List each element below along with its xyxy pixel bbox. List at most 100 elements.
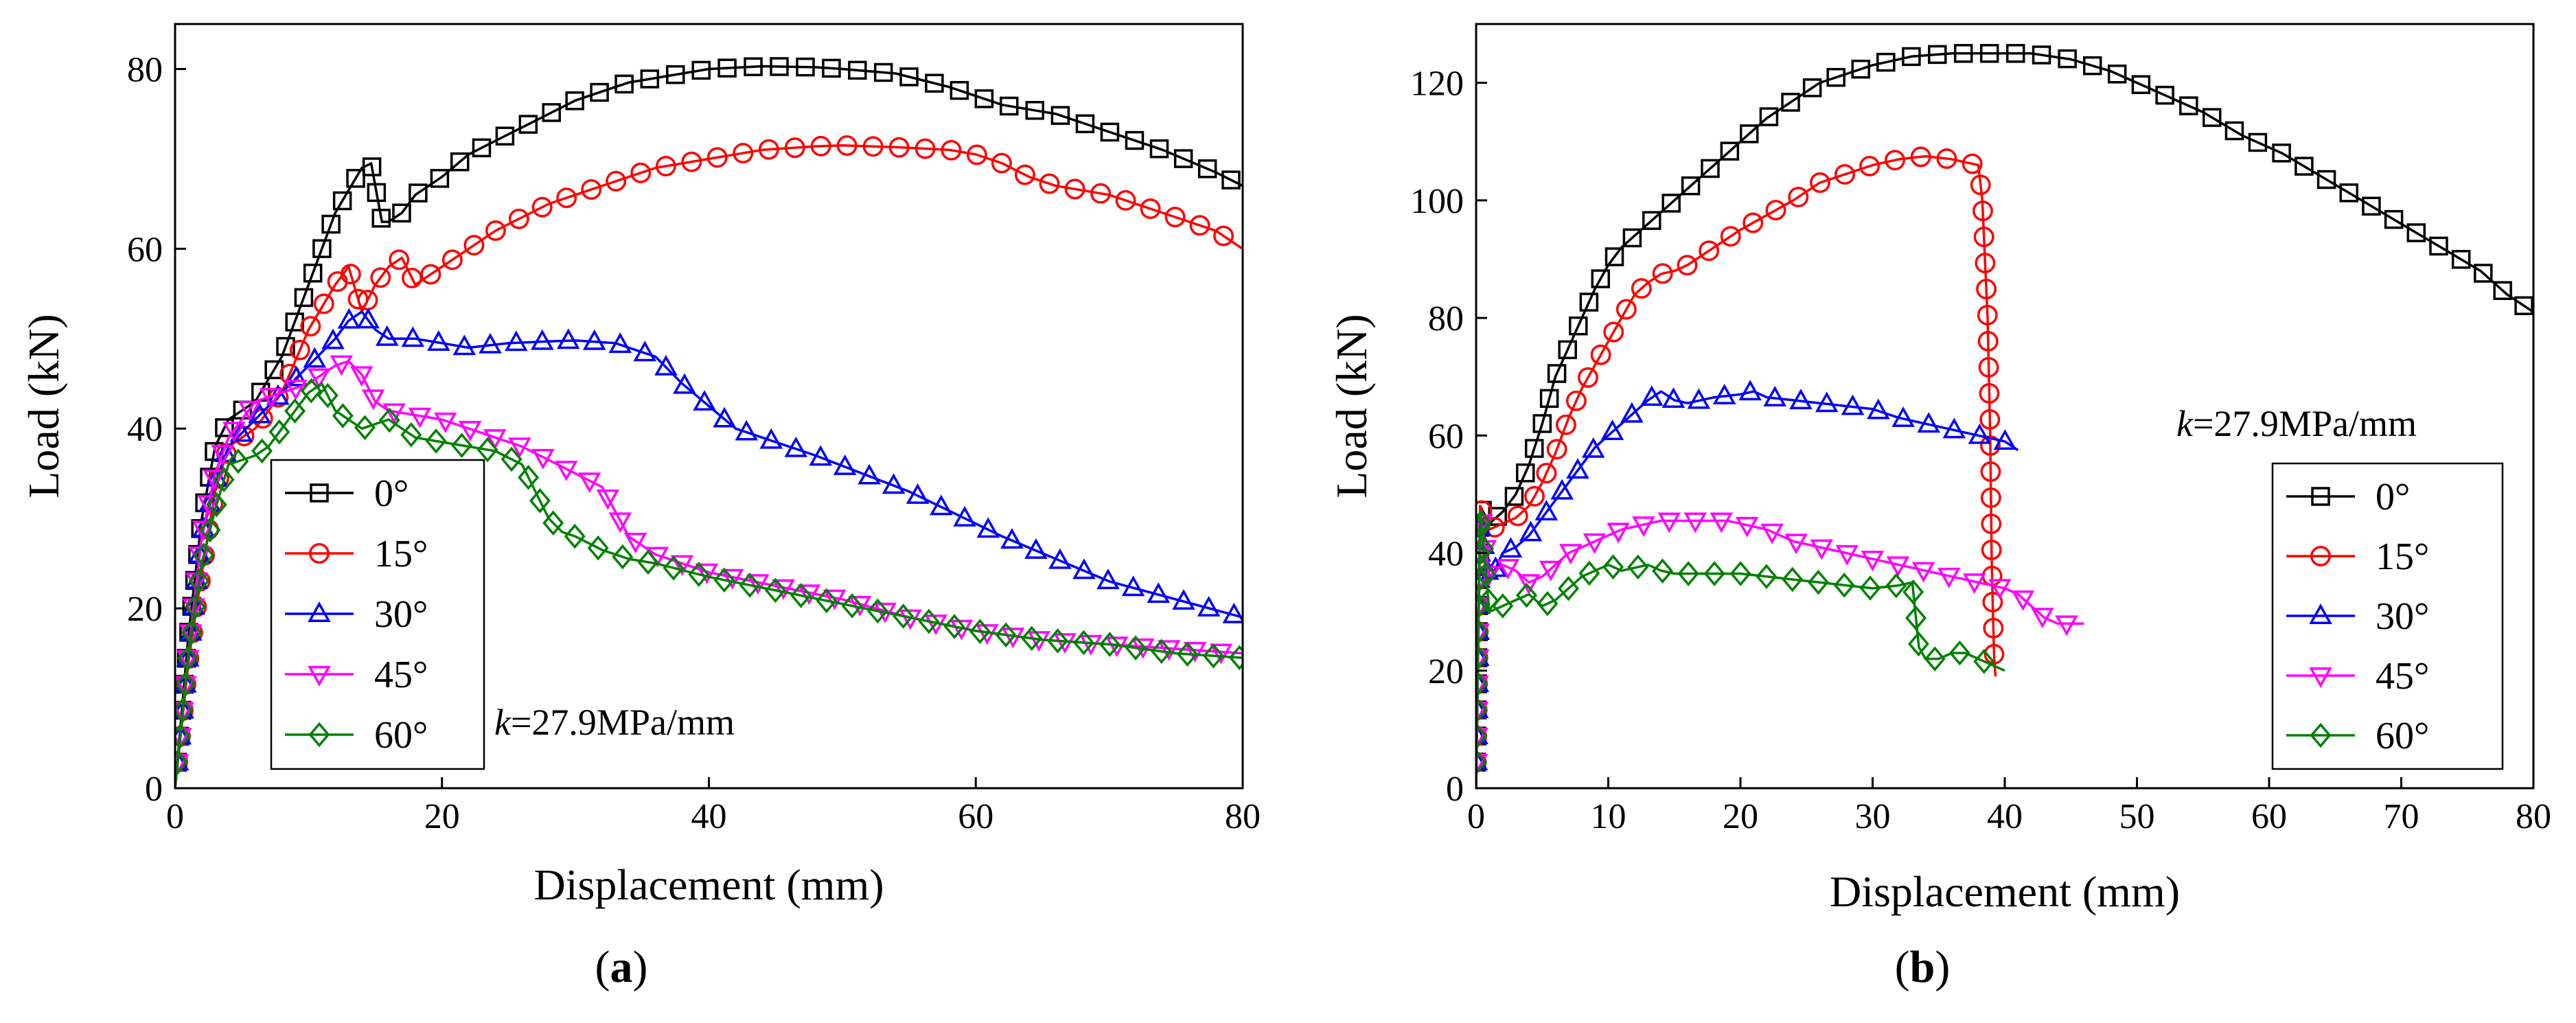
data-point xyxy=(1539,389,1559,409)
data-point xyxy=(501,446,522,472)
data-point xyxy=(1477,588,1499,613)
data-point xyxy=(614,74,634,94)
legend-marker xyxy=(2311,487,2330,506)
data-point xyxy=(1756,564,1778,590)
x-tick-label: 20 xyxy=(1723,797,1758,836)
data-point xyxy=(1603,321,1624,343)
x-tick-label: 30 xyxy=(1855,797,1891,836)
data-point xyxy=(841,593,863,619)
data-point xyxy=(362,157,382,176)
data-point xyxy=(2429,236,2448,256)
legend-item: 30° xyxy=(285,593,428,636)
data-point xyxy=(1157,640,1181,661)
data-point xyxy=(1980,435,2001,456)
data-point xyxy=(2406,223,2426,242)
x-tick-label: 50 xyxy=(2119,797,2155,836)
data-point xyxy=(389,249,410,271)
data-point xyxy=(531,329,554,350)
data-point xyxy=(1782,566,1804,593)
data-point xyxy=(1911,562,1935,583)
data-point xyxy=(1677,561,1699,586)
data-point xyxy=(371,209,391,228)
data-point xyxy=(1743,212,1764,233)
data-point xyxy=(1536,463,1557,484)
data-point xyxy=(1072,558,1096,579)
data-point xyxy=(858,463,881,485)
data-point xyxy=(2474,264,2493,283)
data-point xyxy=(185,594,207,620)
data-point xyxy=(1928,45,1947,65)
x-tick-label: 20 xyxy=(424,797,460,836)
data-point xyxy=(1021,625,1043,652)
data-point xyxy=(1591,269,1610,288)
data-point xyxy=(420,264,441,285)
data-point xyxy=(784,137,805,159)
data-point xyxy=(1765,200,1786,220)
data-point xyxy=(192,520,216,542)
legend: 0° 15° 30° 45° 60° xyxy=(270,459,485,770)
data-point xyxy=(943,614,965,639)
data-point xyxy=(284,365,308,387)
data-point xyxy=(1209,643,1233,665)
data-point xyxy=(556,187,577,209)
data-point xyxy=(1983,643,2005,665)
data-point xyxy=(2032,45,2051,65)
data-point xyxy=(531,448,555,470)
data-point xyxy=(361,389,385,411)
data-point xyxy=(950,80,969,100)
data-point xyxy=(1125,130,1145,150)
data-point xyxy=(1905,605,1927,631)
x-tick-label: 70 xyxy=(2384,797,2419,836)
data-point xyxy=(1980,461,2001,482)
y-tick-label: 20 xyxy=(127,590,163,629)
data-point xyxy=(1516,463,1535,483)
data-point xyxy=(1739,124,1759,143)
y-tick-label: 80 xyxy=(127,50,163,89)
data-point xyxy=(356,308,380,329)
data-point xyxy=(1125,635,1147,660)
data-point xyxy=(2493,281,2512,300)
data-point xyxy=(375,325,399,346)
data-point xyxy=(733,143,754,163)
data-point xyxy=(1578,367,1598,388)
y-tick-label: 60 xyxy=(127,230,163,269)
data-point xyxy=(2005,44,2025,63)
data-point xyxy=(1681,176,1701,196)
data-point xyxy=(1885,573,1907,599)
data-point xyxy=(565,91,584,111)
data-point xyxy=(332,403,354,428)
data-point xyxy=(1147,582,1171,604)
data-point xyxy=(873,62,893,82)
data-point xyxy=(1835,544,1859,566)
data-point xyxy=(797,584,821,606)
data-point xyxy=(495,126,515,146)
data-point xyxy=(590,82,609,102)
legend-marker xyxy=(2309,604,2332,624)
data-point xyxy=(197,495,220,516)
data-point xyxy=(1476,593,1490,619)
data-point xyxy=(836,135,858,156)
data-point xyxy=(976,517,1000,538)
data-point xyxy=(1121,575,1145,597)
data-point xyxy=(1476,566,1490,593)
data-point xyxy=(587,535,609,561)
data-point xyxy=(1652,263,1673,284)
data-point xyxy=(332,191,352,211)
data-point xyxy=(1578,560,1600,586)
data-point xyxy=(347,288,369,310)
data-point xyxy=(1979,382,2000,404)
data-point xyxy=(459,421,482,441)
legend-marker xyxy=(308,601,331,622)
series-line xyxy=(1476,154,1997,788)
data-point xyxy=(312,239,332,258)
x-tick-label: 80 xyxy=(2516,797,2551,836)
data-point xyxy=(1546,439,1567,460)
series-line xyxy=(175,310,1243,788)
data-point xyxy=(1073,630,1094,656)
data-point xyxy=(1202,643,1224,669)
data-point xyxy=(1581,437,1605,458)
data-point xyxy=(175,749,189,775)
data-point xyxy=(1760,523,1784,544)
data-point xyxy=(508,437,531,459)
data-point xyxy=(1607,522,1630,544)
